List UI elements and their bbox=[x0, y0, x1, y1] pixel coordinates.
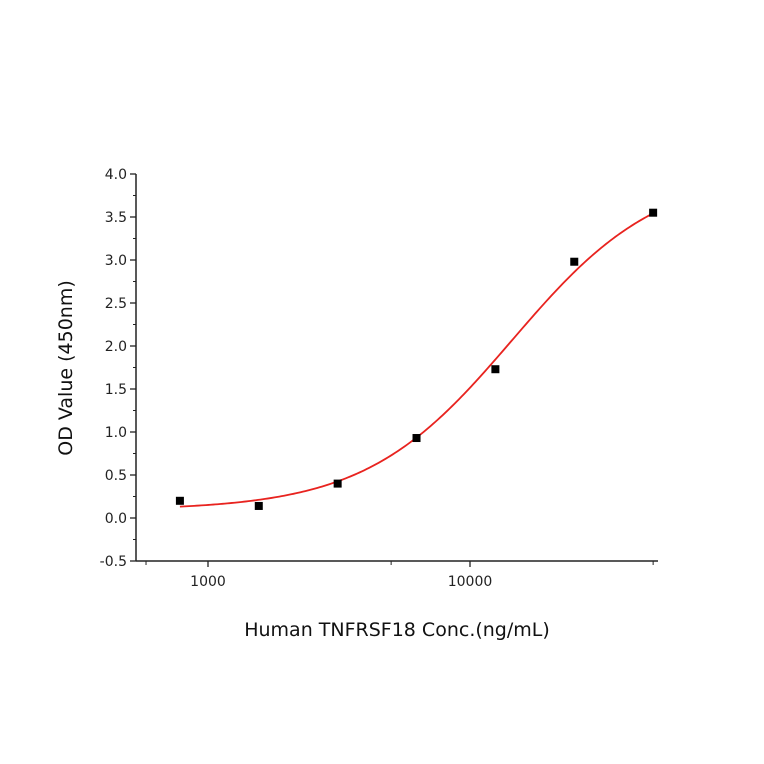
y-tick-label: 0.0 bbox=[105, 511, 127, 527]
y-tick-label: 3.5 bbox=[105, 210, 127, 226]
y-tick-label: 0.5 bbox=[105, 468, 127, 484]
data-point bbox=[570, 257, 579, 266]
data-point bbox=[649, 208, 658, 217]
x-axis-title: Human TNFRSF18 Conc.(ng/mL) bbox=[244, 619, 550, 641]
fit-curve-path bbox=[179, 212, 654, 508]
data-point bbox=[333, 479, 342, 488]
y-tick-label: 2.5 bbox=[105, 296, 127, 312]
data-point bbox=[491, 365, 500, 374]
data-point bbox=[254, 501, 263, 510]
data-point bbox=[412, 434, 421, 443]
axes: -0.5 0.0 0.5 1.0 1.5 2.0 2.5 3.0 3.5 4.0 1000 10000 bbox=[100, 167, 658, 590]
y-tick-label: 1.5 bbox=[105, 382, 127, 398]
y-tick-label: 2.0 bbox=[105, 339, 127, 355]
x-tick-label: 1000 bbox=[190, 574, 226, 590]
fit-curve bbox=[179, 212, 654, 508]
data-point bbox=[175, 496, 184, 505]
y-tick-label: 3.0 bbox=[105, 253, 127, 269]
y-tick-label: 4.0 bbox=[105, 167, 127, 183]
x-tick-label: 10000 bbox=[448, 574, 493, 590]
y-axis-title: OD Value (450nm) bbox=[55, 280, 77, 455]
data-points bbox=[175, 208, 658, 510]
y-tick-label: -0.5 bbox=[100, 554, 127, 570]
y-tick-label: 1.0 bbox=[105, 425, 127, 441]
